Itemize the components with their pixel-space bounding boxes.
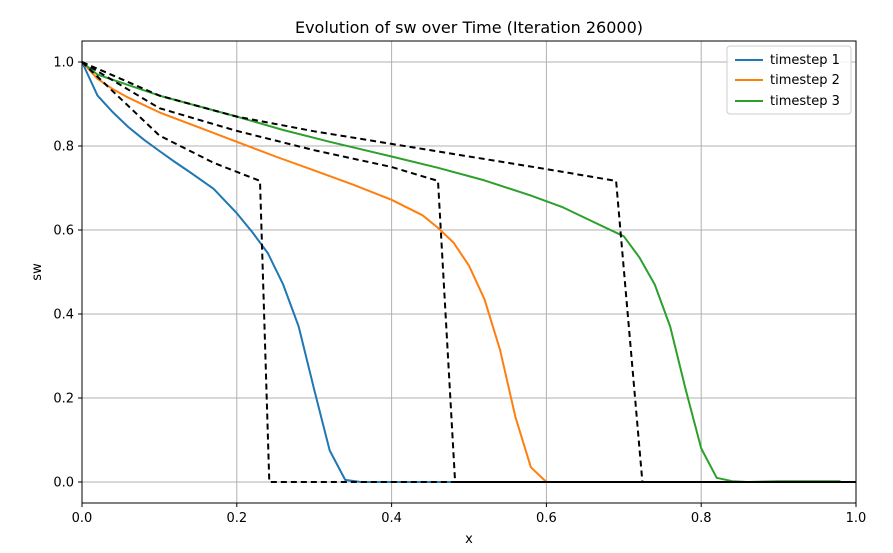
y-tick-label-0: 0.0 [53, 476, 74, 491]
plot-frame [81, 40, 857, 504]
ticks: 0.0 0.2 0.4 0.6 0.8 1.0 0.0 0.2 0.4 0.6 0.8 1.0 [53, 56, 866, 527]
chart-title: Evolution of sw over Time (Iteration 260… [295, 18, 643, 37]
x-tick-label-2: 0.4 [381, 511, 402, 526]
y-tick-label-1: 0.2 [53, 392, 74, 407]
y-tick-label-5: 1.0 [53, 56, 74, 71]
reference-line-1 [81, 61, 856, 483]
legend-label-timestep-2: timestep 2 [770, 73, 840, 88]
legend: timestep 1 timestep 2 timestep 3 [726, 45, 852, 115]
legend-label-timestep-1: timestep 1 [770, 53, 840, 68]
y-tick-label-4: 0.8 [53, 140, 74, 155]
x-tick-label-1: 0.2 [226, 511, 247, 526]
series-layer [81, 61, 856, 483]
reference-line-2 [81, 61, 856, 483]
y-tick-label-3: 0.6 [53, 224, 74, 239]
x-tick-label-5: 1.0 [846, 511, 867, 526]
x-tick-label-0: 0.0 [72, 511, 93, 526]
x-tick-label-4: 0.8 [691, 511, 712, 526]
legend-box [726, 45, 852, 115]
x-axis-label: x [465, 532, 473, 547]
y-axis-label: sw [30, 263, 45, 281]
y-tick-label-2: 0.4 [53, 308, 74, 323]
x-tick-label-3: 0.6 [536, 511, 557, 526]
reference-line-3 [81, 61, 856, 483]
legend-label-timestep-3: timestep 3 [770, 94, 840, 109]
